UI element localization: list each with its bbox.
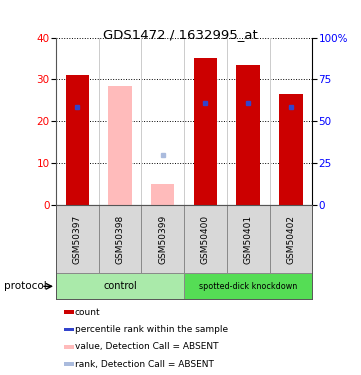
Text: control: control xyxy=(103,281,137,291)
Text: rank, Detection Call = ABSENT: rank, Detection Call = ABSENT xyxy=(75,360,214,369)
Bar xyxy=(64,327,74,332)
Text: count: count xyxy=(75,308,101,317)
Text: GSM50397: GSM50397 xyxy=(73,215,82,264)
Bar xyxy=(64,310,74,314)
Text: GSM50400: GSM50400 xyxy=(201,215,210,264)
Bar xyxy=(279,94,303,206)
Bar xyxy=(151,184,174,206)
Bar xyxy=(236,65,260,206)
Bar xyxy=(194,58,217,206)
Text: GDS1472 / 1632995_at: GDS1472 / 1632995_at xyxy=(103,28,258,41)
Text: GSM50399: GSM50399 xyxy=(158,215,167,264)
Text: spotted-dick knockdown: spotted-dick knockdown xyxy=(199,282,297,291)
Text: GSM50401: GSM50401 xyxy=(244,215,253,264)
Bar xyxy=(184,273,312,299)
Bar xyxy=(66,75,89,206)
Text: percentile rank within the sample: percentile rank within the sample xyxy=(75,325,228,334)
Text: GSM50402: GSM50402 xyxy=(286,215,295,264)
Text: protocol: protocol xyxy=(4,281,46,291)
Bar xyxy=(64,345,74,349)
Text: GSM50398: GSM50398 xyxy=(116,215,125,264)
Bar xyxy=(108,86,132,206)
Text: value, Detection Call = ABSENT: value, Detection Call = ABSENT xyxy=(75,342,218,351)
Bar xyxy=(56,273,184,299)
Bar xyxy=(64,362,74,366)
